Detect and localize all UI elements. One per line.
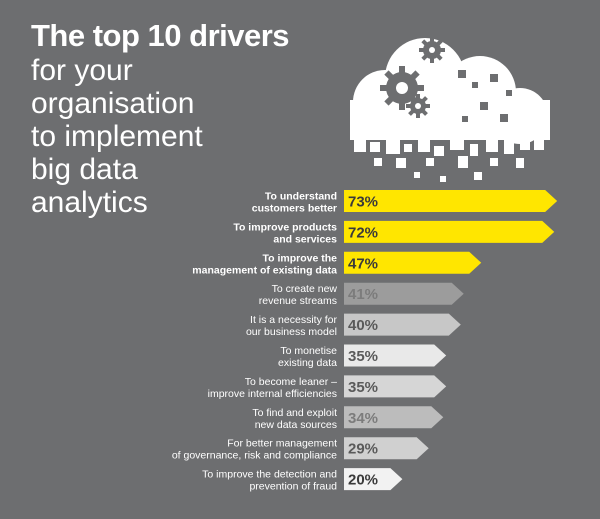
bar [344, 437, 429, 460]
bar-value-label: 20% [348, 472, 378, 489]
category-label: To create new revenue streams [259, 283, 338, 307]
bar [344, 313, 461, 336]
bar [344, 468, 403, 491]
headline-line-4: big data [31, 153, 138, 186]
category-label: To improve the detection and prevention o… [202, 469, 337, 493]
bar-value-label: 40% [348, 317, 378, 334]
headline-line-1: for your [31, 54, 133, 87]
bar-value-label: 34% [348, 410, 378, 427]
bar [344, 282, 464, 305]
bar [344, 220, 555, 243]
bar-value-label: 29% [348, 441, 378, 458]
category-label: To improve the management of existing dat… [192, 252, 337, 276]
category-label: To monetise existing data [278, 345, 337, 369]
category-label: To become leaner – improve internal effic… [208, 376, 338, 400]
bar [344, 375, 447, 398]
bar-value-label: 72% [348, 224, 378, 241]
headline-line-2: organisation [31, 87, 195, 120]
category-label: To improve products and services [233, 221, 337, 245]
bar [344, 344, 447, 367]
headline-bold: The top 10 drivers [31, 18, 290, 53]
bar-value-label: 35% [348, 379, 378, 396]
headline: The top 10 drivers for your organisation… [31, 18, 331, 219]
category-label: For better management of governance, risk… [172, 438, 337, 462]
category-label: To find and exploit new data sources [252, 407, 337, 431]
bar-value-label: 41% [348, 286, 378, 303]
cloud-gears-icon [350, 37, 550, 182]
bar [344, 190, 558, 212]
headline-line-3: to implement [31, 120, 203, 153]
bar [344, 251, 482, 274]
category-label: It is a necessity for our business model [246, 314, 338, 338]
category-label: To understand customers better [252, 191, 337, 215]
bar-value-label: 47% [348, 255, 378, 272]
bar-value-label: 35% [348, 348, 378, 365]
headline-line-5: analytics [31, 186, 148, 219]
bar [344, 406, 444, 429]
bar-value-label: 73% [348, 194, 378, 211]
